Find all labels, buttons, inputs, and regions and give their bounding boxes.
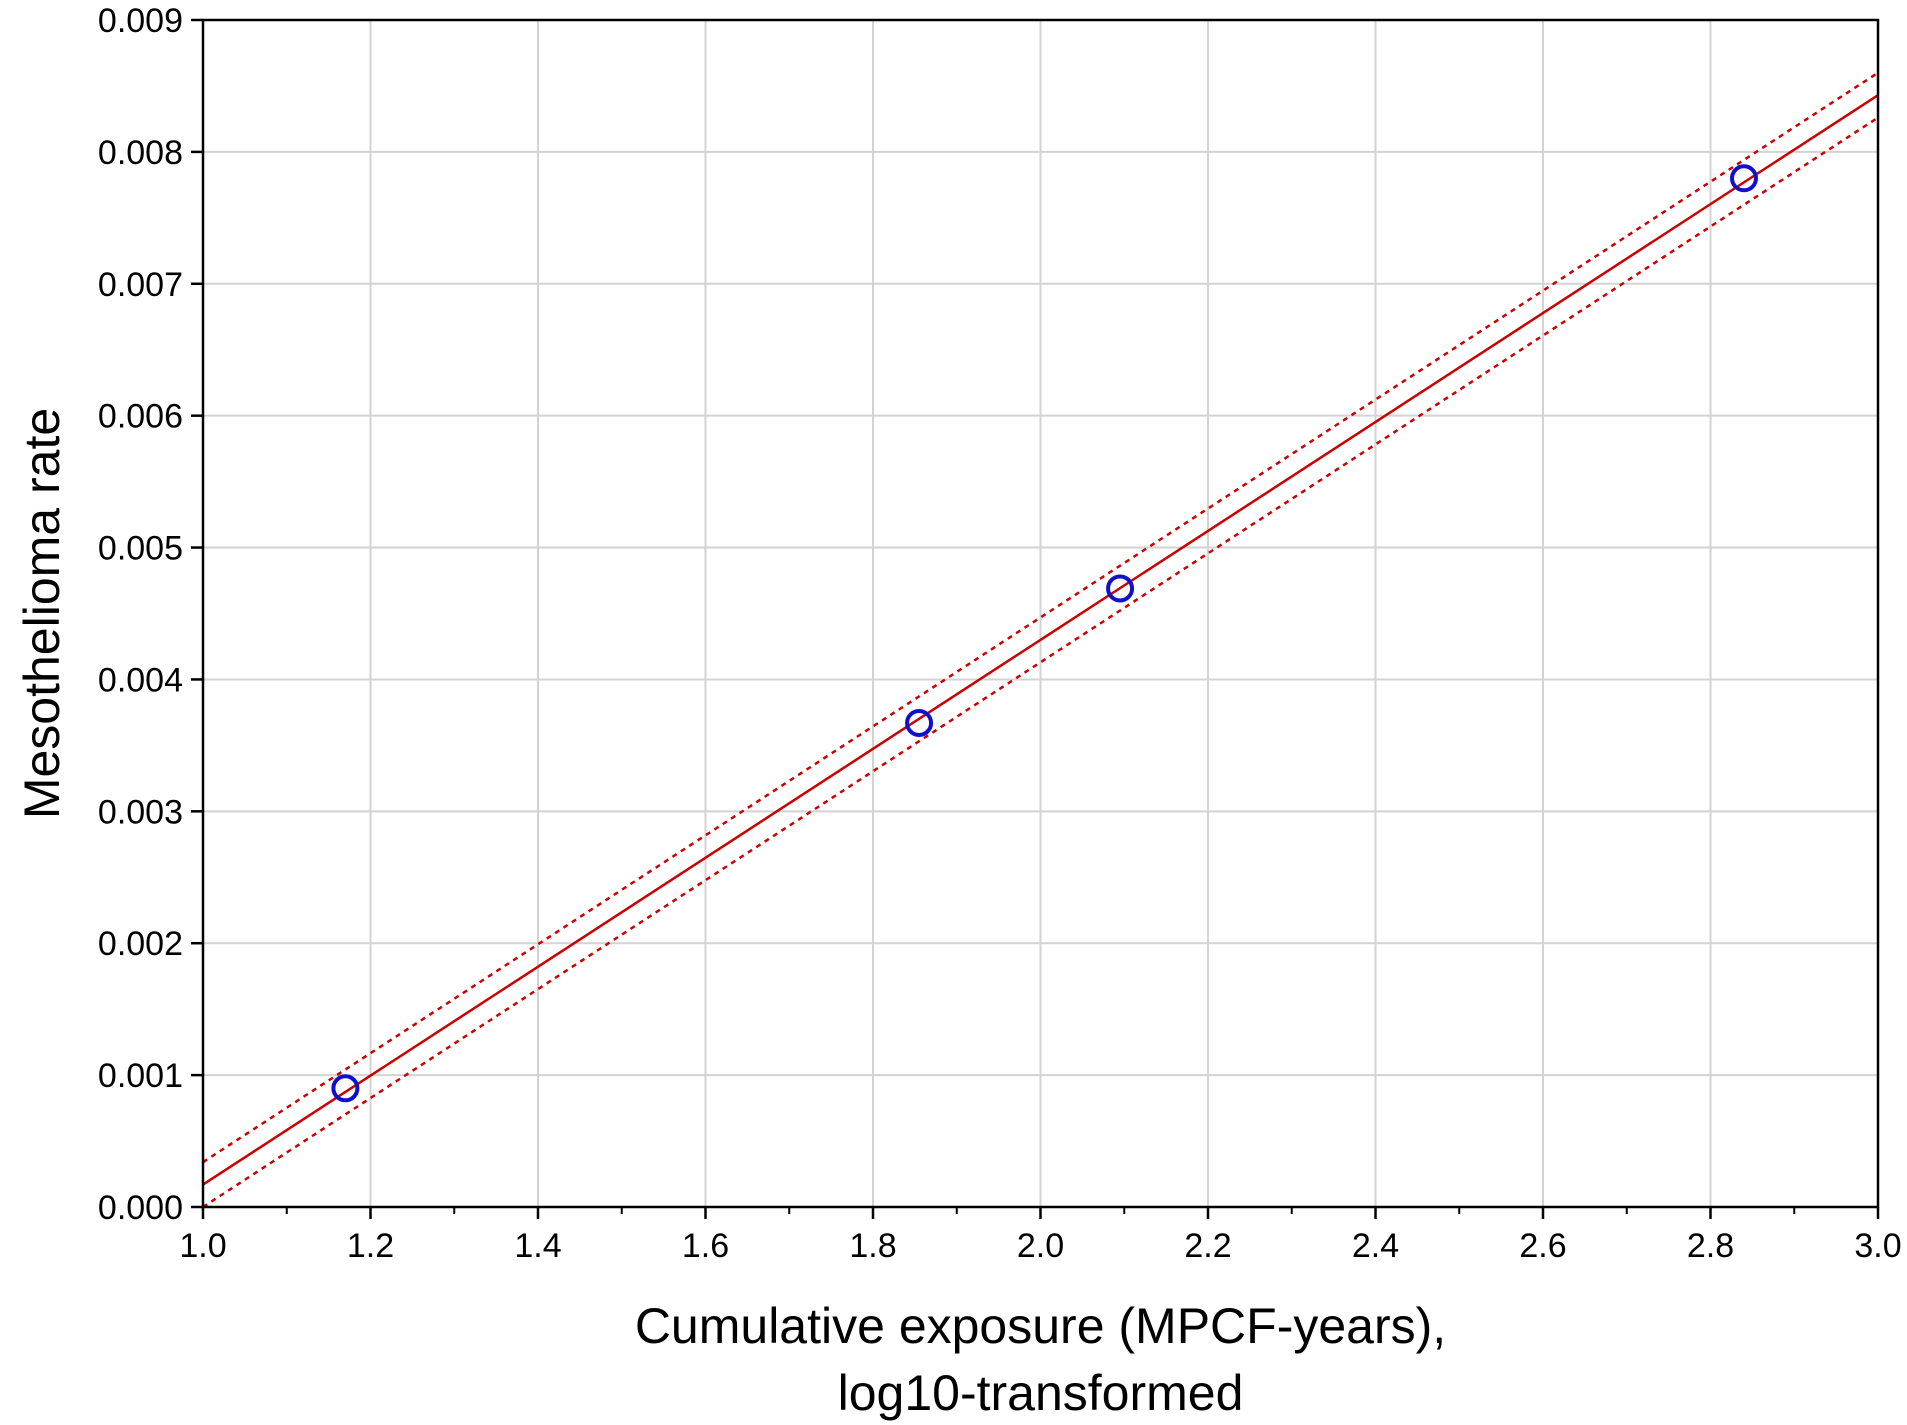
regression-line <box>202 94 1879 1186</box>
x-tick-label: 1.8 <box>849 1227 896 1265</box>
x-tick-label: 1.6 <box>682 1227 729 1265</box>
axis-ticks <box>191 18 1880 1219</box>
y-tick-label: 0.008 <box>98 134 183 172</box>
y-tick-label: 0.000 <box>98 1189 183 1227</box>
data-point <box>905 708 934 737</box>
y-tick-label: 0.007 <box>98 266 183 304</box>
y-tick-label: 0.003 <box>98 793 183 831</box>
x-tick-label: 3.0 <box>1854 1227 1901 1265</box>
y-axis-title: Mesothelioma rate <box>14 408 70 819</box>
x-tick-label: 1.4 <box>514 1227 561 1265</box>
x-axis-title-line-1: Cumulative exposure (MPCF-years), <box>635 1298 1446 1354</box>
x-tick-label: 2.6 <box>1519 1227 1566 1265</box>
x-tick-label: 2.8 <box>1687 1227 1734 1265</box>
data-point <box>1730 164 1758 193</box>
y-tick-label: 0.004 <box>98 661 183 699</box>
plot-area <box>202 71 1879 1209</box>
confidence-band-upper-line <box>202 71 1879 1164</box>
data-point <box>331 1074 360 1103</box>
y-tick-label: 0.009 <box>98 2 183 40</box>
y-tick-label: 0.006 <box>98 398 183 436</box>
x-tick-label: 2.4 <box>1352 1227 1399 1265</box>
x-tick-label: 2.2 <box>1184 1227 1231 1265</box>
x-tick-label: 1.0 <box>179 1227 226 1265</box>
x-tick-label: 2.0 <box>1017 1227 1064 1265</box>
grid-lines <box>203 20 1878 1207</box>
y-tick-label: 0.001 <box>98 1057 183 1095</box>
y-tick-label: 0.002 <box>98 925 183 963</box>
x-axis-title-line-2: log10-transformed <box>838 1365 1244 1421</box>
x-tick-label: 1.2 <box>347 1227 394 1265</box>
tick-labels: 1.0 1.2 1.4 1.6 1.8 2.0 2.2 2.4 2.6 2.8 3.0 0.000 0.… <box>98 2 1902 1265</box>
data-point <box>1106 574 1135 603</box>
confidence-band-lower-line <box>202 116 1879 1209</box>
y-tick-label: 0.005 <box>98 530 183 568</box>
